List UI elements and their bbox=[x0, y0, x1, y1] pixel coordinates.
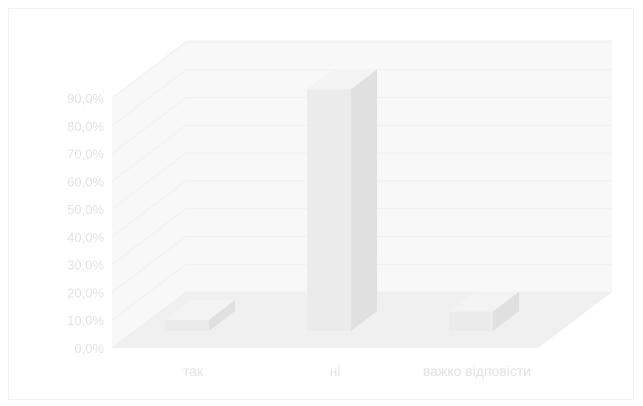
y-tick-label: 0,0% bbox=[74, 341, 104, 356]
bar-front bbox=[165, 319, 209, 331]
bar-top bbox=[165, 299, 235, 320]
x-tick-label: важко відповісти bbox=[423, 363, 531, 379]
gridlines bbox=[111, 41, 612, 349]
y-axis-tick-labels: 0,0% 10,0% 20,0% 30,0% 40,0% 50,0% 60,0% 70,0% 8… bbox=[67, 91, 104, 356]
y-tick-label: 20,0% bbox=[67, 285, 104, 300]
bar bbox=[307, 69, 377, 331]
gridline bbox=[111, 152, 612, 210]
y-tick-label: 90,0% bbox=[67, 91, 104, 106]
y-tick-label: 50,0% bbox=[67, 202, 104, 217]
x-tick-label: ні bbox=[330, 363, 341, 379]
gridline bbox=[111, 208, 612, 266]
chart-back-wall bbox=[186, 40, 612, 292]
y-tick-label: 70,0% bbox=[67, 147, 104, 162]
y-tick-label: 10,0% bbox=[67, 313, 104, 328]
bar-front bbox=[307, 89, 351, 331]
gridline bbox=[111, 97, 612, 154]
y-tick-label: 40,0% bbox=[67, 230, 104, 245]
bars bbox=[165, 69, 519, 331]
bar-side bbox=[351, 69, 377, 331]
bar-side bbox=[493, 291, 519, 331]
gridline bbox=[111, 69, 612, 127]
y-tick-label: 60,0% bbox=[67, 174, 104, 189]
bar bbox=[449, 291, 519, 331]
gridline bbox=[111, 41, 612, 99]
y-tick-label: 80,0% bbox=[67, 119, 104, 134]
bar-side bbox=[209, 299, 235, 331]
gridline bbox=[111, 263, 612, 321]
x-tick-label: так bbox=[183, 363, 204, 379]
chart-side-wall bbox=[112, 40, 186, 348]
bar-top bbox=[449, 291, 519, 312]
gridline bbox=[111, 235, 612, 293]
gridline bbox=[111, 124, 612, 182]
gridline bbox=[111, 180, 612, 238]
y-tick-label: 30,0% bbox=[67, 258, 104, 273]
bar bbox=[165, 299, 235, 331]
x-axis-category-labels: так ні важко відповісти bbox=[183, 363, 531, 379]
bar-top bbox=[307, 69, 377, 90]
bar-front bbox=[449, 311, 493, 331]
